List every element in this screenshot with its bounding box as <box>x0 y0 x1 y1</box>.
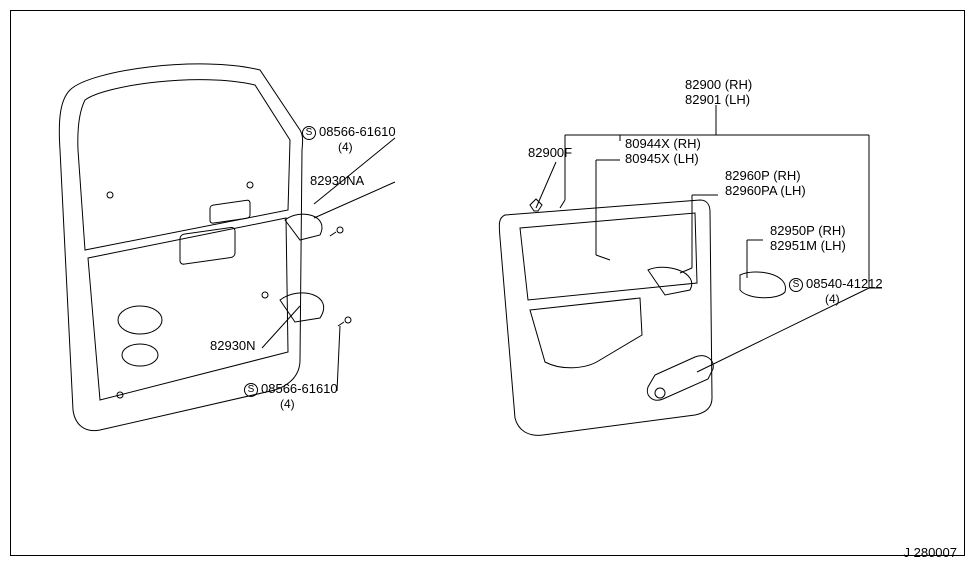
label-text: 82900 (RH) <box>685 77 752 92</box>
label-82900f: 82900F <box>528 145 572 160</box>
label-text: 82900F <box>528 145 572 160</box>
label-80945x-lh: 80945X (LH) <box>625 151 699 166</box>
label-sub: (4) <box>338 140 396 154</box>
label-text: 82950P (RH) <box>770 223 846 238</box>
label-82900-rh: 82900 (RH) <box>685 77 752 92</box>
screw-icon: S <box>302 126 316 140</box>
label-82930na: 82930NA <box>310 173 364 188</box>
label-text: 82960PA (LH) <box>725 183 806 198</box>
label-text: 80945X (LH) <box>625 151 699 166</box>
label-sub: (4) <box>280 397 338 411</box>
label-sub: (4) <box>825 292 883 306</box>
label-82960pa-lh: 82960PA (LH) <box>725 183 806 198</box>
label-82901-lh: 82901 (LH) <box>685 92 750 107</box>
label-82950p-rh: 82950P (RH) <box>770 223 846 238</box>
label-80944x-rh: 80944X (RH) <box>625 136 701 151</box>
label-text: 82960P (RH) <box>725 168 801 183</box>
label-screw-08566-2: S08566-61610 (4) <box>244 381 338 411</box>
screw-icon: S <box>789 278 803 292</box>
label-screw-08566-1: S08566-61610 (4) <box>302 124 396 154</box>
label-text: 80944X (RH) <box>625 136 701 151</box>
label-text: 08566-61610 <box>261 381 338 396</box>
label-screw-08540: S08540-41212 (4) <box>789 276 883 306</box>
label-text: 08540-41212 <box>806 276 883 291</box>
label-text: 82930NA <box>310 173 364 188</box>
label-text: 08566-61610 <box>319 124 396 139</box>
label-text: 82901 (LH) <box>685 92 750 107</box>
label-82930n: 82930N <box>210 338 256 353</box>
screw-icon: S <box>244 383 258 397</box>
page-number: J 280007 <box>904 545 958 560</box>
label-82951m-lh: 82951M (LH) <box>770 238 846 253</box>
label-82960p-rh: 82960P (RH) <box>725 168 801 183</box>
label-text: 82951M (LH) <box>770 238 846 253</box>
label-text: 82930N <box>210 338 256 353</box>
